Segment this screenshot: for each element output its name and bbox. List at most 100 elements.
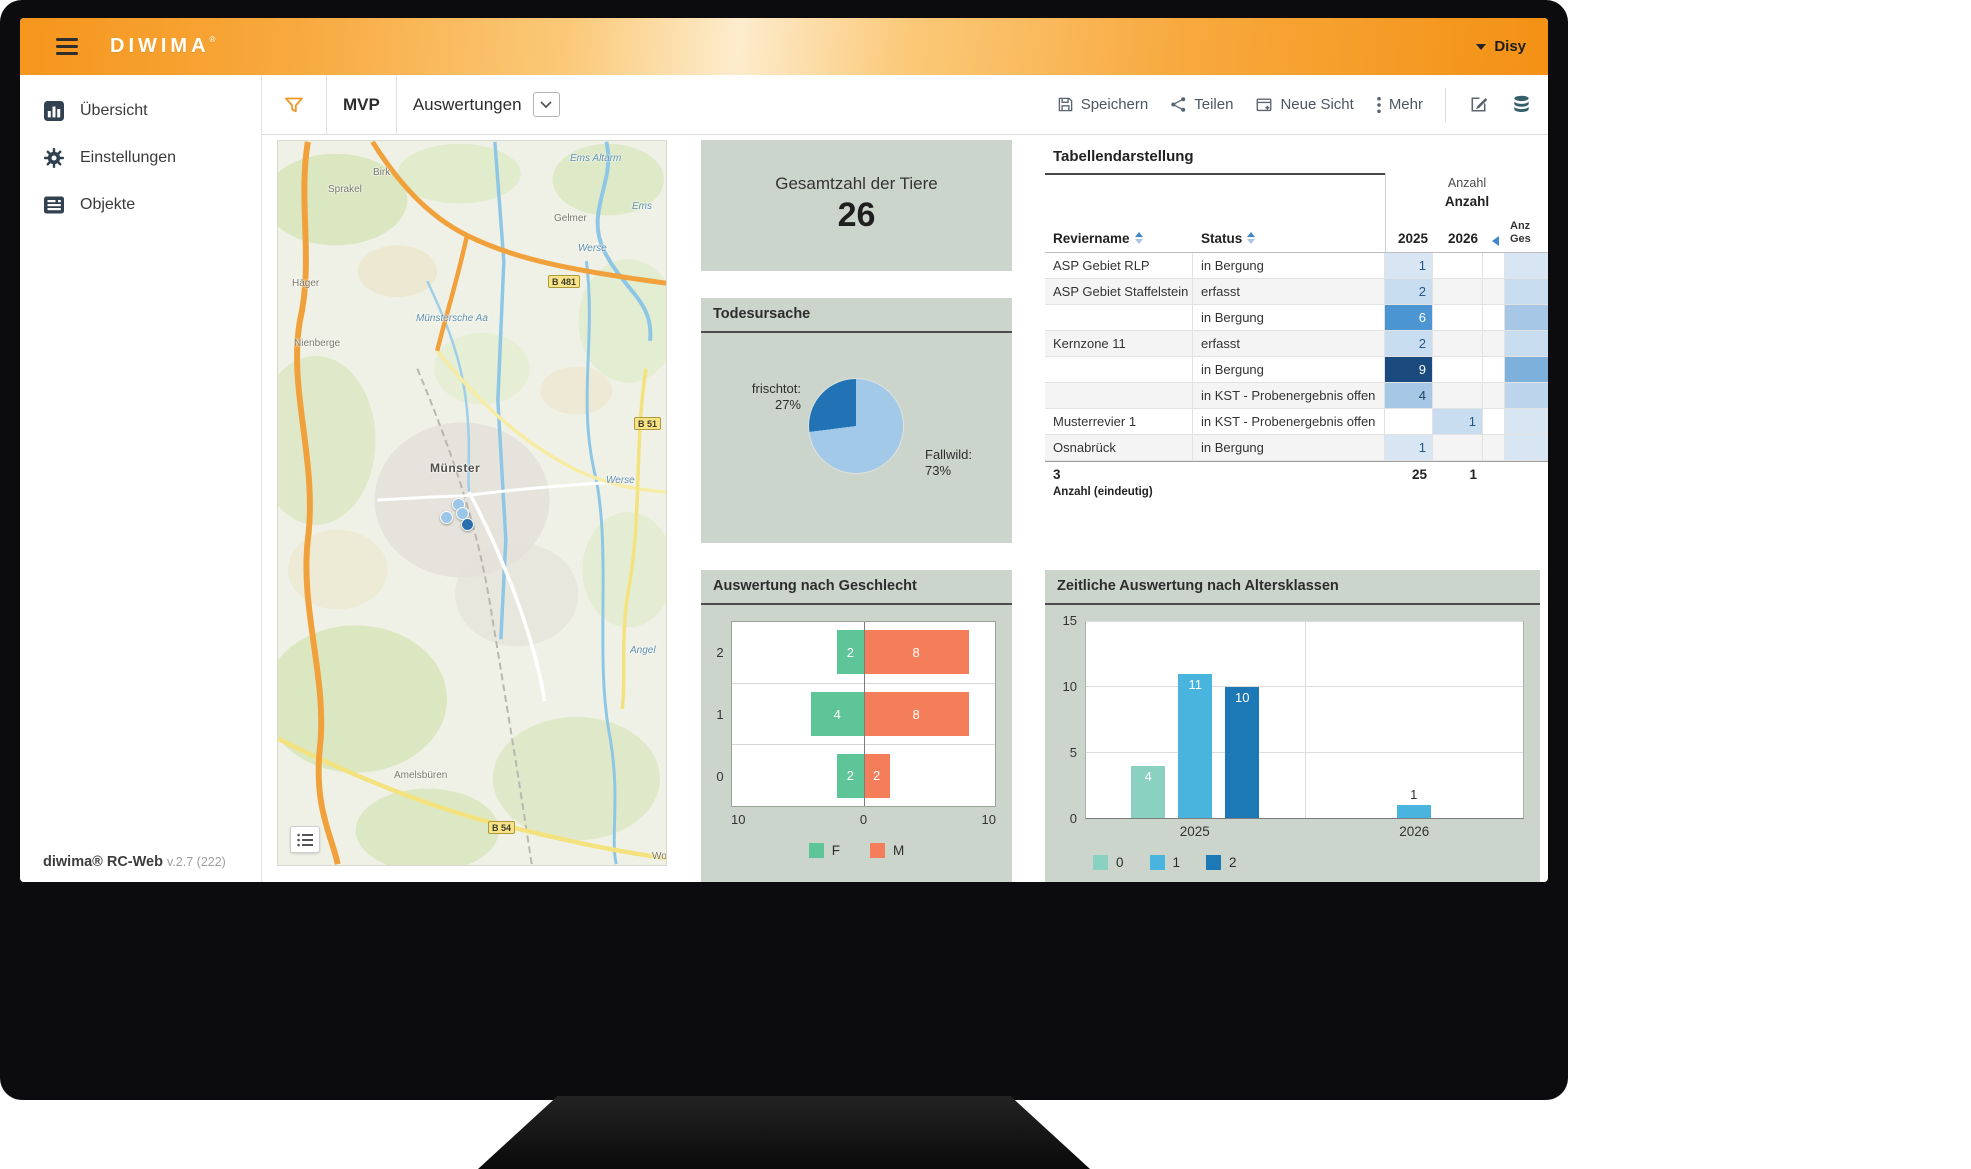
- cause-pie[interactable]: [809, 379, 903, 473]
- age-y-labels: 0 5 10 15: [1062, 613, 1077, 826]
- sidebar-item-objekte[interactable]: Objekte: [20, 181, 261, 228]
- age-bar-class-1[interactable]: 11: [1178, 674, 1213, 818]
- sidebar-item-label: Übersicht: [80, 101, 148, 119]
- gender-bar-M[interactable]: 8: [863, 630, 969, 675]
- column-header-2025[interactable]: 2025: [1397, 231, 1428, 246]
- share-icon: [1171, 97, 1186, 112]
- pie-label-left: frischtot: 27%: [751, 381, 801, 412]
- app-version: v.2.7 (222): [167, 855, 226, 869]
- age-bar-class-2[interactable]: 10: [1225, 687, 1260, 818]
- map-label: Sprakel: [328, 184, 362, 195]
- cause-of-death-title: Todesursache: [701, 298, 1012, 333]
- total-animals-value: 26: [837, 196, 876, 234]
- age-bar-class-1[interactable]: 1: [1396, 787, 1431, 818]
- sidebar-item-label: Einstellungen: [80, 148, 177, 166]
- age-plot: 4 11 10 1: [1085, 621, 1524, 819]
- total-animals-title: Gesamtzahl der Tiere: [775, 174, 938, 193]
- column-header-status[interactable]: Status: [1193, 231, 1385, 246]
- brand-logo: DIWIMA®: [110, 35, 216, 57]
- age-class-chart-card: Zeitliche Auswertung nach Altersklassen …: [1045, 570, 1540, 882]
- map-label: Münstersche Aa: [416, 313, 488, 324]
- save-button[interactable]: Speichern: [1057, 96, 1148, 113]
- registered-mark: ®: [209, 35, 216, 44]
- gender-bar-F[interactable]: 2: [837, 753, 864, 798]
- gender-bar-M[interactable]: 2: [863, 753, 890, 798]
- kebab-icon: [1377, 96, 1381, 113]
- user-menu-label: Disy: [1494, 38, 1526, 55]
- layers-button[interactable]: [1511, 94, 1532, 115]
- filter-button[interactable]: [262, 94, 326, 116]
- gender-bar-M[interactable]: 8: [863, 692, 969, 736]
- legend-swatch-0: [1093, 855, 1108, 870]
- table-footer-count: 3: [1053, 467, 1061, 482]
- map-marker[interactable]: [440, 511, 453, 524]
- age-bar-class-0[interactable]: 4: [1131, 765, 1166, 818]
- sidebar-item-einstellungen[interactable]: Einstellungen: [20, 134, 261, 181]
- age-center-gridline: [1304, 622, 1306, 818]
- table-row[interactable]: in Bergung 6: [1045, 305, 1548, 331]
- table-body: ASP Gebiet RLP in Bergung 1 ASP Gebiet Staf…: [1045, 253, 1548, 461]
- more-button[interactable]: Mehr: [1376, 96, 1423, 114]
- edit-button[interactable]: [1468, 94, 1489, 115]
- sort-icon: [1134, 232, 1143, 244]
- table-footer-count-label: Anzahl (eindeutig): [1053, 486, 1153, 498]
- table-row[interactable]: Musterrevier 1 in KST - Probenergebnis of…: [1045, 409, 1548, 435]
- sidebar-item-uebersicht[interactable]: Übersicht: [20, 87, 261, 134]
- map-panel[interactable]: Birk Sprakel Ems Altarm Gelmer Ems Werse Häger…: [277, 140, 667, 866]
- age-x-ticks: 2025 2026: [1179, 824, 1430, 839]
- map-label: Wo: [652, 851, 667, 862]
- gender-bar-F[interactable]: 2: [837, 630, 864, 675]
- list-icon: [297, 833, 313, 846]
- map-list-button[interactable]: [290, 826, 320, 853]
- caret-down-icon: [1476, 43, 1487, 50]
- sort-icon: [1247, 232, 1256, 244]
- topbar: DIWIMA® Disy: [20, 18, 1548, 75]
- new-view-button[interactable]: Neue Sicht: [1255, 96, 1354, 114]
- table-row[interactable]: ASP Gebiet Staffelstein erfasst 2: [1045, 279, 1548, 305]
- column-header-2026[interactable]: 2026: [1447, 231, 1478, 246]
- table-footer-total-2025: 25: [1411, 467, 1427, 482]
- map-label: Ems Altarm: [570, 153, 622, 164]
- legend-swatch-f: [808, 843, 824, 858]
- sidebar: Übersicht Einstellungen Objekte diwima® …: [20, 75, 262, 882]
- map-label: Werse: [606, 475, 635, 486]
- road-badge: B 481: [548, 275, 581, 288]
- map-label: Amelsbüren: [394, 770, 448, 781]
- table-footer: 3 Anzahl (eindeutig) 25 1: [1045, 461, 1548, 498]
- map-label: Ems: [632, 201, 652, 212]
- table-row[interactable]: Osnabrück in Bergung 1: [1045, 435, 1548, 461]
- column-header-reviername[interactable]: Reviername: [1045, 231, 1193, 246]
- map-label: Angel: [630, 645, 656, 656]
- share-button[interactable]: Teilen: [1170, 96, 1233, 113]
- toolbar: MVP Auswertungen Speichern Teilen Neue S…: [262, 74, 1548, 135]
- gender-bar-F[interactable]: 4: [810, 692, 864, 736]
- table-row[interactable]: ASP Gebiet RLP in Bergung 1: [1045, 253, 1548, 279]
- user-menu[interactable]: Disy: [1476, 38, 1526, 55]
- map-label: Gelmer: [554, 213, 587, 224]
- map-art: [278, 141, 666, 865]
- gender-x-ticks: 10 0 10: [731, 812, 996, 827]
- map-marker[interactable]: [461, 518, 474, 531]
- mvp-label: MVP: [343, 94, 380, 114]
- table-row[interactable]: Kernzone 11 erfasst 2: [1045, 331, 1548, 357]
- view-name-label: Auswertungen: [412, 94, 522, 114]
- total-animals-card: Gesamtzahl der Tiere 26: [701, 140, 1012, 271]
- gender-category-label: 2: [716, 644, 724, 660]
- road-badge: B 51: [634, 417, 662, 430]
- age-class-chart-title: Zeitliche Auswertung nach Altersklassen: [1045, 570, 1540, 605]
- app-screen: DIWIMA® Disy Übersicht Einstellungen: [20, 18, 1548, 882]
- road-badge: B 54: [488, 821, 516, 834]
- map-label: Münster: [430, 461, 481, 475]
- table-title: Tabellendarstellung: [1045, 140, 1385, 175]
- collapse-columns-button[interactable]: [1484, 236, 1506, 246]
- chevron-down-icon: [540, 100, 552, 108]
- view-select-button[interactable]: [532, 92, 560, 117]
- legend-swatch-m: [870, 843, 885, 858]
- legend-swatch-2: [1206, 855, 1222, 870]
- measure-group-label: Anzahl: [1447, 176, 1487, 190]
- table-row[interactable]: in KST - Probenergebnis offen 4: [1045, 383, 1548, 409]
- hamburger-icon[interactable]: [56, 34, 78, 59]
- gear-icon: [44, 147, 64, 168]
- table-row[interactable]: in Bergung 9: [1045, 357, 1548, 383]
